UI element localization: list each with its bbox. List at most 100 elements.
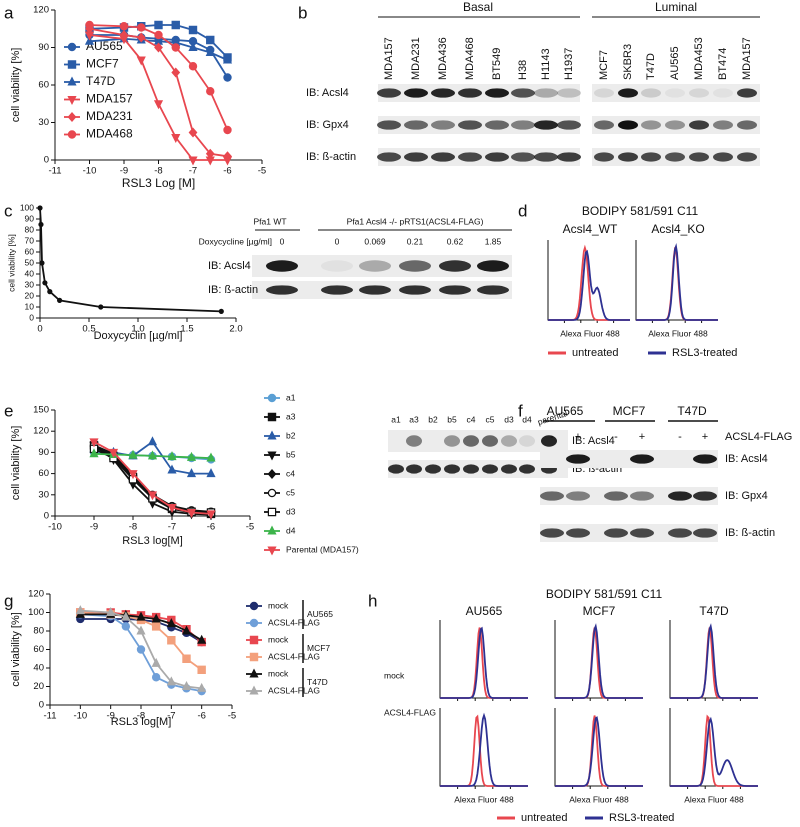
x-tick-label: -7 <box>168 522 176 533</box>
y-tick-label: 150 <box>33 405 49 416</box>
marker <box>106 606 116 616</box>
x-axis-label: Doxycyclin [µg/ml] <box>94 330 183 342</box>
band <box>519 464 535 474</box>
x-tick-label: -9 <box>120 166 128 177</box>
legend-marker <box>67 130 77 139</box>
lane-label: MDA157 <box>741 37 753 80</box>
marker <box>205 46 215 56</box>
y-tick-label: 90 <box>38 447 49 458</box>
blot-strip <box>540 524 718 542</box>
x-tick-label: -9 <box>90 522 98 533</box>
legend-label: b2 <box>286 430 296 440</box>
blot-strip <box>592 84 760 102</box>
legend-marker <box>267 507 277 517</box>
marker <box>98 304 104 310</box>
histogram-curve <box>440 712 528 787</box>
band <box>266 285 298 295</box>
band <box>458 88 482 98</box>
y-tick-label: 80 <box>25 224 35 234</box>
y-tick-label: 120 <box>33 5 49 16</box>
treatment-sign: - <box>550 431 554 443</box>
band <box>689 152 709 162</box>
marker <box>188 156 198 166</box>
band <box>540 528 564 538</box>
band <box>566 528 590 538</box>
histogram-curve <box>440 714 528 787</box>
panel-letter: h <box>368 591 377 610</box>
band <box>665 88 685 98</box>
marker <box>136 32 146 43</box>
lane-label: b5 <box>447 414 457 424</box>
marker <box>119 22 129 31</box>
band <box>482 435 498 447</box>
legend-label: untreated <box>521 812 567 824</box>
marker <box>147 450 158 460</box>
histogram-curve <box>555 623 643 699</box>
marker <box>206 452 216 462</box>
marker <box>119 29 129 41</box>
y-axis-label: cell viability [%] <box>6 234 16 292</box>
marker <box>151 673 161 682</box>
band <box>359 260 391 272</box>
marker <box>89 448 99 458</box>
legend-label: mock <box>268 668 289 678</box>
marker <box>181 625 192 635</box>
treatment-sign: + <box>702 431 708 443</box>
band <box>266 260 298 272</box>
marker <box>154 30 163 40</box>
y-tick-label: 10 <box>25 301 35 311</box>
band <box>665 152 685 162</box>
x-axis-label: Alexa Fluor 488 <box>454 794 514 804</box>
y-tick-label: 100 <box>28 607 44 618</box>
x-tick-label: -5 <box>228 711 236 722</box>
band <box>439 260 471 272</box>
condition-label: ACSL4-FLAG <box>384 707 436 717</box>
marker <box>222 54 233 64</box>
histogram-curve <box>670 716 758 787</box>
band <box>377 120 401 130</box>
legend-marker <box>249 685 259 695</box>
legend-marker <box>267 412 277 422</box>
band <box>689 88 709 98</box>
band <box>557 120 581 130</box>
treatment-sign: + <box>639 431 645 443</box>
marker <box>166 618 176 628</box>
band <box>534 152 558 162</box>
legend-label: RSL3-treated <box>609 812 674 824</box>
band <box>534 120 558 130</box>
legend-label: untreated <box>572 347 618 359</box>
treatment-sign: - <box>678 431 682 443</box>
band <box>668 528 692 538</box>
legend-label: d3 <box>286 506 296 516</box>
legend-label: ACSL4-FLAG <box>268 685 320 695</box>
legend-label: mock <box>268 634 289 644</box>
y-tick-label: 100 <box>20 202 34 212</box>
histogram-curve <box>440 627 528 699</box>
band <box>566 491 590 501</box>
legend-label: a1 <box>286 392 296 402</box>
y-axis-label: cell viability [%] <box>10 48 22 123</box>
y-tick-label: 120 <box>28 589 44 600</box>
legend-label: ACSL4-FLAG <box>268 617 320 627</box>
series-line <box>89 34 228 161</box>
panel-letter: g <box>4 591 13 610</box>
marker <box>186 468 197 478</box>
blot-strip <box>252 255 512 277</box>
band <box>641 152 661 162</box>
group-label: Luminal <box>655 0 697 14</box>
marker <box>205 148 215 159</box>
legend-group-label: MCF7 <box>307 643 330 653</box>
marker <box>206 87 215 96</box>
band <box>388 464 404 474</box>
treatment-label: ACSL4-FLAG <box>725 431 792 443</box>
band <box>359 285 391 295</box>
x-axis-label: RSL3 log[M] <box>111 716 172 728</box>
dox-value: 0 <box>335 236 340 246</box>
lane-label: H1143 <box>540 48 552 80</box>
band <box>485 152 509 162</box>
y-tick-label: 0 <box>44 511 49 522</box>
marker <box>188 127 198 138</box>
x-tick-label: -10 <box>48 522 62 533</box>
cell-label: AU565 <box>466 604 503 618</box>
